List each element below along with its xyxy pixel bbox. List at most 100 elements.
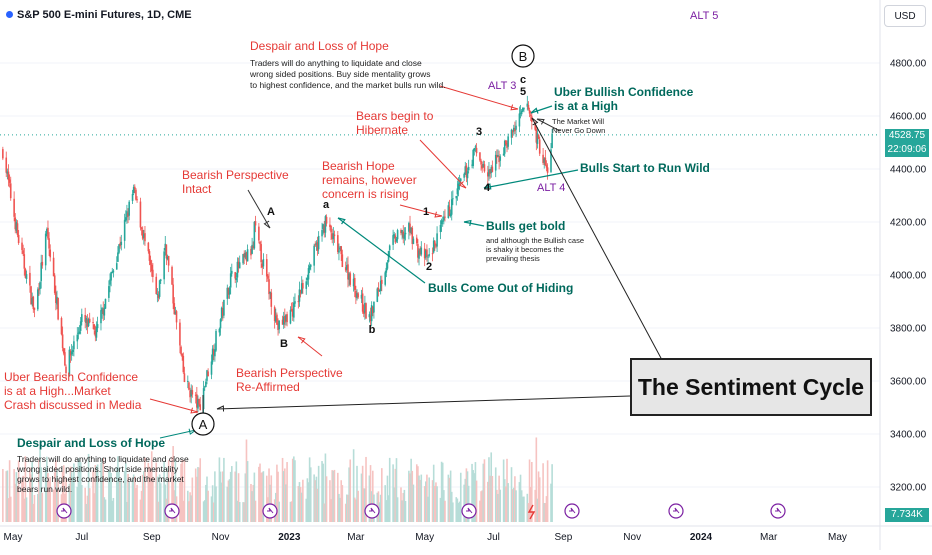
candle-body: [337, 235, 339, 252]
candle-body: [458, 182, 461, 184]
volume-bar: [294, 460, 296, 522]
candle-body: [55, 292, 57, 303]
x-tick-label: Sep: [555, 532, 573, 543]
volume-bar: [325, 476, 328, 522]
candle-body: [166, 256, 169, 260]
candle-body: [227, 287, 230, 295]
volume-bar: [179, 482, 181, 522]
volume-bar: [210, 496, 213, 522]
volume-bar: [194, 468, 197, 522]
candle-body: [309, 264, 312, 267]
despair-bottom-body: grows to highest confidence, and the mar…: [17, 474, 184, 484]
despair-top-body: to highest confidence, and the market bu…: [250, 80, 446, 90]
candle-body: [302, 282, 304, 289]
x-tick-label: Mar: [347, 532, 365, 543]
candle-body: [9, 183, 12, 199]
event-icon-glyph: [673, 507, 680, 514]
volume-bar: [103, 497, 106, 522]
candle-body: [515, 125, 517, 130]
candle-body: [268, 279, 270, 295]
volume-bar: [545, 496, 548, 522]
volume-bar: [321, 461, 323, 522]
volume-bar: [291, 458, 294, 522]
candle-body: [348, 273, 350, 280]
candle-body: [77, 332, 80, 334]
volume-bar: [21, 479, 23, 522]
volume-bar: [302, 479, 304, 522]
volume-bar: [81, 485, 83, 522]
uber-bullish-label: is at a High: [554, 99, 618, 113]
volume-bar: [497, 493, 499, 522]
volume-bar: [357, 490, 359, 522]
volume-bar: [260, 472, 262, 522]
volume-bar: [120, 480, 123, 522]
arrow-never-down: [536, 118, 561, 132]
volume-bar: [474, 462, 477, 522]
candle-body: [207, 371, 209, 377]
volume-bar: [455, 497, 458, 522]
volume-bar: [369, 465, 372, 522]
volume-bar: [507, 483, 509, 522]
candle-body: [120, 241, 123, 246]
volume-bar: [510, 467, 513, 522]
candle-body: [507, 136, 509, 147]
volume-bar: [515, 490, 517, 522]
volume-bar: [542, 463, 544, 522]
candle-body: [124, 217, 127, 221]
volume-bar: [211, 485, 214, 522]
volume-bar: [259, 463, 261, 522]
candle-body: [379, 280, 382, 292]
volume-bar: [203, 500, 206, 522]
volume-bar: [483, 459, 486, 522]
arrow-cycle-top: [531, 117, 663, 361]
arrow-bulls-bold-head: [463, 219, 472, 227]
candle-body: [377, 287, 380, 292]
bulls-bold-label: Bulls get bold: [486, 219, 565, 233]
candle-body: [339, 247, 341, 250]
candle-body: [60, 318, 63, 335]
candle-body: [30, 286, 32, 305]
candle-body: [282, 316, 285, 325]
candle-body: [482, 163, 485, 168]
volume-bar: [166, 467, 169, 522]
candle-body: [41, 261, 44, 266]
volume-bar: [229, 471, 232, 522]
candle-body: [483, 164, 486, 172]
volume-bar: [381, 468, 383, 522]
alt3-label: ALT 3: [488, 80, 516, 92]
volume-bar: [93, 493, 96, 522]
volume-bar: [465, 468, 468, 522]
candle-body: [475, 147, 478, 154]
volume-bar: [108, 470, 110, 522]
volume-bar: [163, 460, 165, 522]
volume-bar: [150, 451, 153, 522]
arrow-uber-bullish-head: [530, 107, 539, 114]
candle-body: [400, 230, 402, 234]
volume-bar: [403, 489, 406, 522]
volume-bar: [24, 456, 27, 522]
volume-bar: [284, 468, 286, 522]
volume-bar: [23, 498, 26, 522]
candle-body: [260, 244, 262, 263]
volume-bar: [332, 470, 335, 522]
volume-bar: [489, 475, 491, 522]
volume-bar: [143, 471, 145, 522]
candle-body: [346, 265, 348, 270]
candle-body: [324, 216, 327, 233]
x-tick-label: Sep: [143, 532, 161, 543]
volume-bar: [228, 479, 231, 522]
volume-bar: [490, 452, 493, 522]
x-tick-label: Jul: [487, 532, 500, 543]
candle-body: [551, 133, 553, 148]
currency-button[interactable]: USD: [884, 5, 926, 27]
volume-bar: [262, 471, 265, 522]
volume-bar: [95, 465, 98, 522]
volume-bar: [538, 477, 541, 522]
volume-bar: [387, 495, 390, 522]
volume-bar: [329, 480, 331, 522]
candle-body: [489, 169, 491, 174]
candle-body: [368, 314, 371, 318]
candle-body: [47, 227, 49, 239]
volume-bar: [440, 461, 443, 522]
